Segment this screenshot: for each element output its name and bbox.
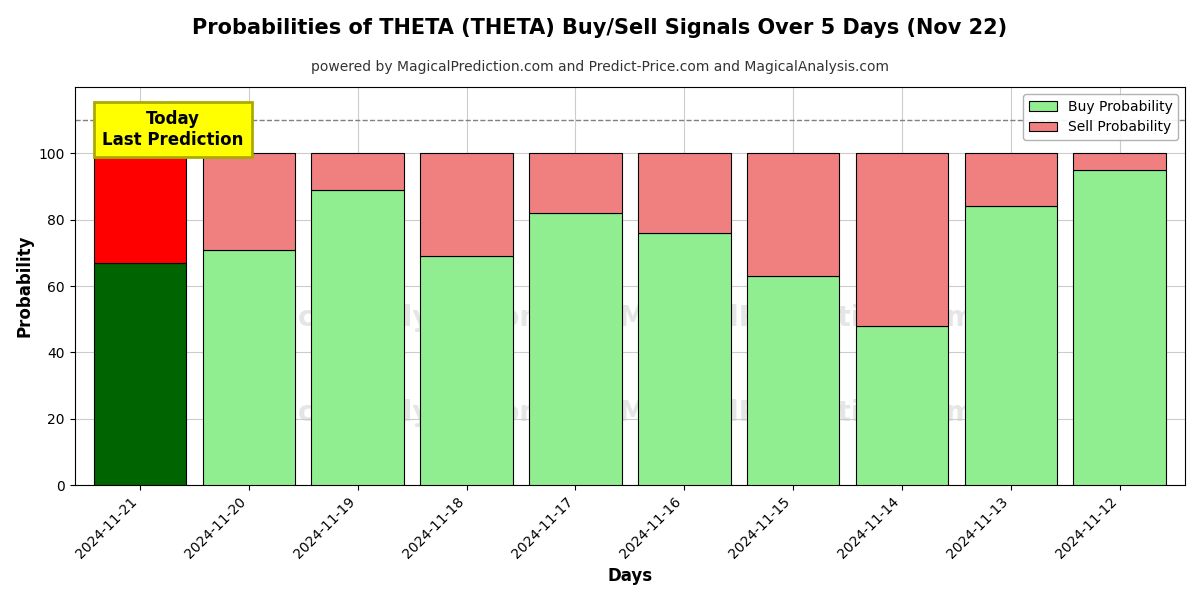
- Bar: [856, 154, 948, 326]
- Bar: [203, 250, 295, 485]
- Bar: [746, 276, 839, 485]
- Text: MagicalAnalysis.com: MagicalAnalysis.com: [222, 304, 548, 332]
- Text: Probabilities of THETA (THETA) Buy/Sell Signals Over 5 Days (Nov 22): Probabilities of THETA (THETA) Buy/Sell …: [192, 18, 1008, 38]
- Bar: [312, 154, 404, 190]
- Bar: [746, 154, 839, 276]
- Text: MagicalPrediction.com: MagicalPrediction.com: [618, 304, 974, 332]
- Text: powered by MagicalPrediction.com and Predict-Price.com and MagicalAnalysis.com: powered by MagicalPrediction.com and Pre…: [311, 60, 889, 74]
- Bar: [420, 154, 512, 256]
- Bar: [420, 256, 512, 485]
- Bar: [94, 154, 186, 263]
- Bar: [94, 263, 186, 485]
- Legend: Buy Probability, Sell Probability: Buy Probability, Sell Probability: [1024, 94, 1178, 140]
- X-axis label: Days: Days: [607, 567, 653, 585]
- Text: MagicalPrediction.com: MagicalPrediction.com: [618, 400, 974, 427]
- Bar: [312, 190, 404, 485]
- Bar: [203, 154, 295, 250]
- Bar: [965, 206, 1057, 485]
- Text: Today
Last Prediction: Today Last Prediction: [102, 110, 244, 149]
- Bar: [965, 154, 1057, 206]
- Y-axis label: Probability: Probability: [16, 235, 34, 337]
- Bar: [1074, 154, 1166, 170]
- Text: MagicalAnalysis.com: MagicalAnalysis.com: [222, 400, 548, 427]
- Bar: [856, 326, 948, 485]
- Bar: [638, 154, 731, 233]
- Bar: [529, 213, 622, 485]
- Bar: [529, 154, 622, 213]
- Bar: [1074, 170, 1166, 485]
- Bar: [638, 233, 731, 485]
